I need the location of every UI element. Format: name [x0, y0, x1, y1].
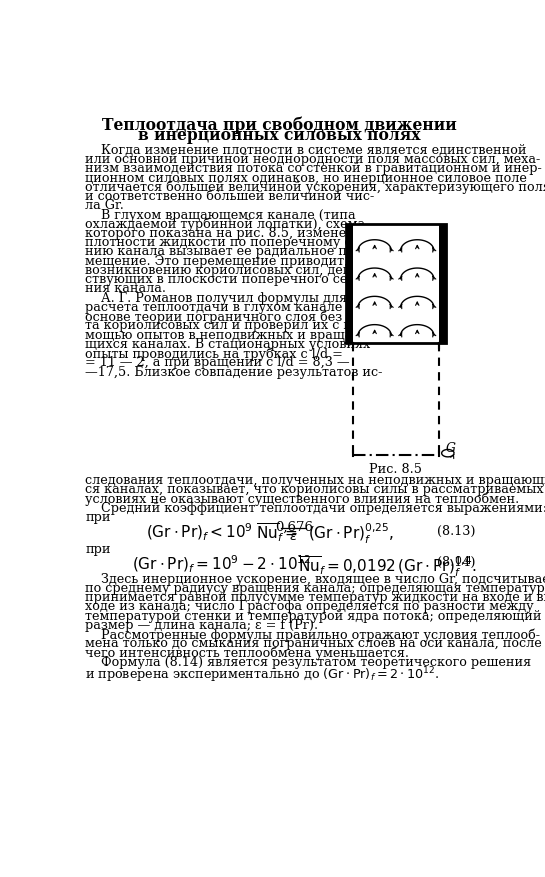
Text: при: при [85, 543, 111, 556]
Text: следования теплоотдачи, полученных на неподвижных и вращающих-: следования теплоотдачи, полученных на не… [85, 474, 545, 487]
Text: В глухом вращающемся канале (типа: В глухом вращающемся канале (типа [85, 209, 356, 221]
Text: ся каналах, показывает, что кориолисовы силы в рассматриваемых: ся каналах, показывает, что кориолисовы … [85, 483, 544, 496]
Bar [439, 225, 446, 344]
Text: возникновению кориолисовых сил, дей-: возникновению кориолисовых сил, дей- [85, 264, 356, 276]
Text: Когда изменение плотности в системе является единственной: Когда изменение плотности в системе явля… [85, 144, 526, 157]
Text: нию канала вызывает ее радиальное пере-: нию канала вызывает ее радиальное пере- [85, 246, 374, 258]
Text: и проверена экспериментально до $(\mathrm{Gr \cdot Pr})_f = 2 \cdot 10^{12}$.: и проверена экспериментально до $(\mathr… [85, 665, 439, 684]
Text: основе теории пограничного слоя без уче-: основе теории пограничного слоя без уче- [85, 310, 374, 324]
Text: та кориолисовых сил и проверил их с по-: та кориолисовых сил и проверил их с по- [85, 319, 364, 332]
Text: $(\mathrm{Gr \cdot Pr})_f^{0{,}25},$: $(\mathrm{Gr \cdot Pr})_f^{0{,}25},$ [308, 521, 395, 545]
Text: (8.13): (8.13) [437, 524, 476, 538]
Text: в инерционных силовых полях: в инерционных силовых полях [138, 127, 420, 144]
Text: мещение. Это перемещение приводит к: мещение. Это перемещение приводит к [85, 254, 356, 267]
Text: расчета теплоотдачи в глухом канале на: расчета теплоотдачи в глухом канале на [85, 301, 363, 314]
Text: ционном силовых полях одинаков, но инерционное силовое поле: ционном силовых полях одинаков, но инерц… [85, 171, 527, 184]
Text: А. Г. Романов получил формулы для: А. Г. Романов получил формулы для [85, 291, 347, 304]
Text: щихся каналах. В стационарных условиях: щихся каналах. В стационарных условиях [85, 338, 371, 351]
Text: $\varepsilon$: $\varepsilon$ [289, 530, 298, 543]
Text: $\overline{\mathrm{Nu}}_f =$: $\overline{\mathrm{Nu}}_f =$ [257, 521, 298, 544]
Text: G: G [446, 441, 456, 454]
Text: по среднему радиусу вращения канала; определяющая температура: по среднему радиусу вращения канала; опр… [85, 581, 545, 595]
Text: которого показана на рис. 8.5, изменение: которого показана на рис. 8.5, изменение [85, 227, 371, 239]
Text: размер — длина канала; ε = f (Pr).: размер — длина канала; ε = f (Pr). [85, 618, 318, 631]
Text: Средний коэффициент теплоотдачи определяется выражениями:: Средний коэффициент теплоотдачи определя… [85, 502, 545, 514]
Text: $(\mathrm{Gr \cdot Pr})_f < 10^9$: $(\mathrm{Gr \cdot Pr})_f < 10^9$ [146, 521, 252, 542]
Text: низм взаимодействия потока со стенкой в гравитационном и инер-: низм взаимодействия потока со стенкой в … [85, 162, 542, 175]
Text: = 11 — 2, а при вращении с l/d = 8,3 —: = 11 — 2, а при вращении с l/d = 8,3 — [85, 356, 350, 369]
Text: ствующих в плоскости поперечного сече-: ствующих в плоскости поперечного сече- [85, 273, 368, 286]
Text: Формула (8.14) является результатом теоретического решения: Формула (8.14) является результатом теор… [85, 655, 531, 668]
Text: Рис. 8.5: Рис. 8.5 [370, 463, 422, 476]
Text: или основной причиной неоднородности поля массовых сил, меха-: или основной причиной неоднородности пол… [85, 153, 541, 166]
Text: (8.14): (8.14) [437, 555, 476, 568]
Text: —17,5. Близкое совпадение результатов ис-: —17,5. Близкое совпадение результатов ис… [85, 365, 383, 378]
Text: чего интенсивность теплообмена уменьшается.: чего интенсивность теплообмена уменьшает… [85, 646, 409, 660]
Text: ния канала.: ния канала. [85, 282, 166, 296]
Text: при: при [85, 510, 111, 524]
Bar [346, 225, 353, 344]
Text: опыты проводились на трубках с l/d =: опыты проводились на трубках с l/d = [85, 346, 343, 360]
Text: ходе из канала; число Грасгофа определяется по разности между: ходе из канала; число Грасгофа определяе… [85, 600, 534, 613]
Text: принимается равной полусумме температур жидкости на входе и вы-: принимается равной полусумме температур … [85, 590, 545, 603]
Bar [346, 225, 446, 344]
Text: охлаждаемой турбинной лопатки), схема: охлаждаемой турбинной лопатки), схема [85, 217, 365, 231]
Text: мощью опытов в неподвижных и вращаю-: мощью опытов в неподвижных и вращаю- [85, 328, 368, 341]
Text: мена только до смыкания пограничных слоев на оси канала, после: мена только до смыкания пограничных слое… [85, 637, 542, 650]
Text: и соответственно бо́льшей величиной чис-: и соответственно бо́льшей величиной чис- [85, 189, 374, 203]
Text: Здесь инерционное ускорение, входящее в число Gr, подсчитывается: Здесь инерционное ускорение, входящее в … [85, 572, 545, 585]
Text: ла Gr.: ла Gr. [85, 199, 124, 212]
Text: Рассмотренные формулы правильно отражают условия теплооб-: Рассмотренные формулы правильно отражают… [85, 627, 540, 641]
Text: условиях не оказывают существенного влияния на теплообмен.: условиях не оказывают существенного влия… [85, 492, 519, 506]
Text: $\overline{\mathrm{Nu}}_f = 0{,}0192\,(\mathrm{Gr \cdot Pr})_f^{0{,}4}.$: $\overline{\mathrm{Nu}}_f = 0{,}0192\,(\… [298, 553, 476, 578]
Text: Теплоотдача при свободном движении: Теплоотдача при свободном движении [101, 116, 456, 133]
Text: 0,676: 0,676 [275, 521, 313, 533]
Text: $(\mathrm{Gr \cdot Pr})_f = 10^9 - 2 \cdot 10^{12}$: $(\mathrm{Gr \cdot Pr})_f = 10^9 - 2 \cd… [132, 553, 311, 574]
Text: отличается бо́льшей величиной ускорения, характеризующего поля,: отличается бо́льшей величиной ускорения,… [85, 181, 545, 194]
Text: температурой стенки и температурой ядра потока; определяющий: температурой стенки и температурой ядра … [85, 609, 542, 622]
Text: плотности жидкости по поперечному сече-: плотности жидкости по поперечному сече- [85, 236, 379, 249]
